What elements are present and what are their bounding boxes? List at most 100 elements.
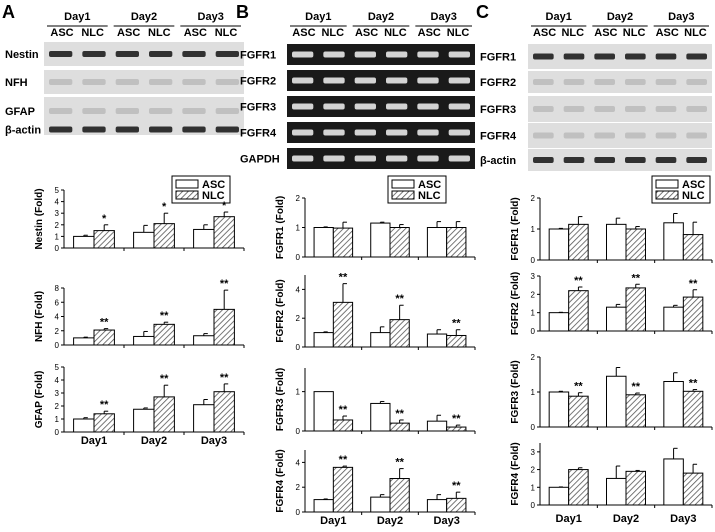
chart-b-4: 0 2 4 FGFR4 (Fold) ** ** ** Day1 Day2 Day3: [275, 449, 476, 527]
y-tick-label: 2: [531, 194, 536, 203]
blot-strip: [44, 42, 244, 66]
blot-label: Nestin: [5, 49, 39, 61]
blot-label: NFH: [5, 77, 28, 89]
bar-asc: [73, 235, 95, 249]
bar-asc: [370, 402, 391, 432]
y-tick-label: 0: [531, 327, 536, 336]
blot-band: [533, 53, 554, 60]
x-tick-label: Day1: [556, 513, 582, 525]
bar-asc: [663, 381, 684, 428]
bar-nlc: [446, 497, 467, 513]
bar-nlc: [446, 334, 467, 348]
legend-swatch-asc: [391, 179, 415, 189]
legend-swatch-nlc: [391, 190, 415, 200]
bar-asc: [313, 332, 334, 348]
blot-band: [49, 108, 73, 114]
y-tick-label: 2: [531, 290, 536, 299]
y-tick-label: 0: [55, 244, 60, 253]
y-tick-label: 2: [55, 402, 60, 411]
y-axis-label: FGFR3 (Fold): [510, 360, 521, 423]
blot-group-header: NLC: [684, 27, 707, 39]
significance-marker: *: [102, 213, 107, 225]
blot-band: [533, 132, 554, 139]
significance-marker: **: [220, 278, 229, 290]
bar-asc: [663, 458, 684, 506]
blot-band: [149, 126, 173, 133]
blot-band: [354, 129, 376, 136]
significance-marker: **: [339, 272, 348, 284]
bar-nlc: [332, 301, 354, 348]
legend-label-nlc: NLC: [682, 190, 705, 202]
significance-marker: **: [395, 408, 404, 420]
blot-band: [594, 106, 615, 112]
blot-band: [82, 79, 106, 85]
y-axis-label: FGFR4 (Fold): [275, 449, 286, 512]
bar-asc: [313, 499, 334, 513]
x-tick-label: Day3: [201, 435, 227, 447]
legend-swatch-nlc: [175, 190, 199, 200]
blot-band: [215, 51, 239, 57]
bar-nlc: [682, 390, 704, 428]
y-axis-label: Nestin (Fold): [34, 188, 45, 249]
bar-asc: [370, 332, 391, 348]
y-tick-label: 3: [531, 448, 536, 457]
significance-marker: **: [689, 278, 698, 290]
y-axis-label: FGFR2 (Fold): [275, 279, 286, 342]
x-tick-label: Day1: [320, 515, 346, 527]
blot-band: [655, 157, 677, 163]
blot-band: [323, 77, 345, 84]
blot-label: FGFR2: [240, 76, 276, 88]
y-tick-label: 4: [55, 376, 60, 385]
significance-marker: **: [160, 373, 169, 385]
blot-strip: [528, 149, 712, 171]
bar-asc: [606, 306, 627, 332]
blot-group-header: ASC: [656, 27, 679, 39]
blot-band: [292, 51, 314, 58]
blot-band: [563, 53, 585, 60]
blot-band: [417, 51, 439, 58]
blot-band: [563, 79, 585, 85]
bar-nlc: [389, 478, 410, 513]
blot-band: [49, 51, 73, 57]
significance-marker: **: [689, 378, 698, 390]
blot-band: [182, 108, 206, 114]
bar-nlc: [389, 319, 410, 348]
bar-nlc: [568, 290, 589, 332]
y-tick-label: 2: [296, 483, 301, 492]
y-tick-label: 3: [531, 272, 536, 281]
x-tick-label: Day2: [377, 515, 403, 527]
chart-a-1: 0 1 2 3 4 5 Nestin (Fold) * * *: [34, 186, 245, 253]
blot-band: [417, 129, 439, 136]
significance-marker: **: [339, 454, 348, 466]
bar-nlc: [568, 469, 589, 506]
blot-group-header: ASC: [117, 27, 140, 39]
significance-marker: *: [162, 201, 167, 213]
blot-band: [417, 77, 439, 84]
bar-nlc: [332, 466, 354, 513]
blot-label: FGFR4: [480, 131, 517, 143]
y-tick-label: 1: [55, 232, 60, 241]
y-tick-label: 1: [55, 415, 60, 424]
bar-nlc: [625, 394, 646, 428]
blot-group-header: NLC: [447, 27, 470, 39]
blot-group-header: ASC: [184, 27, 207, 39]
blot-label: GFAP: [5, 106, 35, 118]
blot-band: [655, 132, 677, 139]
blot-band: [625, 79, 646, 85]
blot-strip: [528, 44, 712, 69]
y-tick-label: 5: [55, 186, 60, 195]
blot-strip: [528, 96, 712, 122]
blot-group-header: NLC: [81, 27, 104, 39]
y-tick-label: 6: [55, 298, 60, 307]
significance-marker: **: [160, 310, 169, 322]
blot-band: [594, 53, 615, 60]
bar-asc: [606, 223, 627, 261]
blot-band: [354, 155, 376, 162]
bar-asc: [133, 408, 155, 433]
y-tick-label: 1: [296, 224, 301, 233]
blot-band: [82, 51, 106, 57]
blot-band: [386, 77, 408, 84]
